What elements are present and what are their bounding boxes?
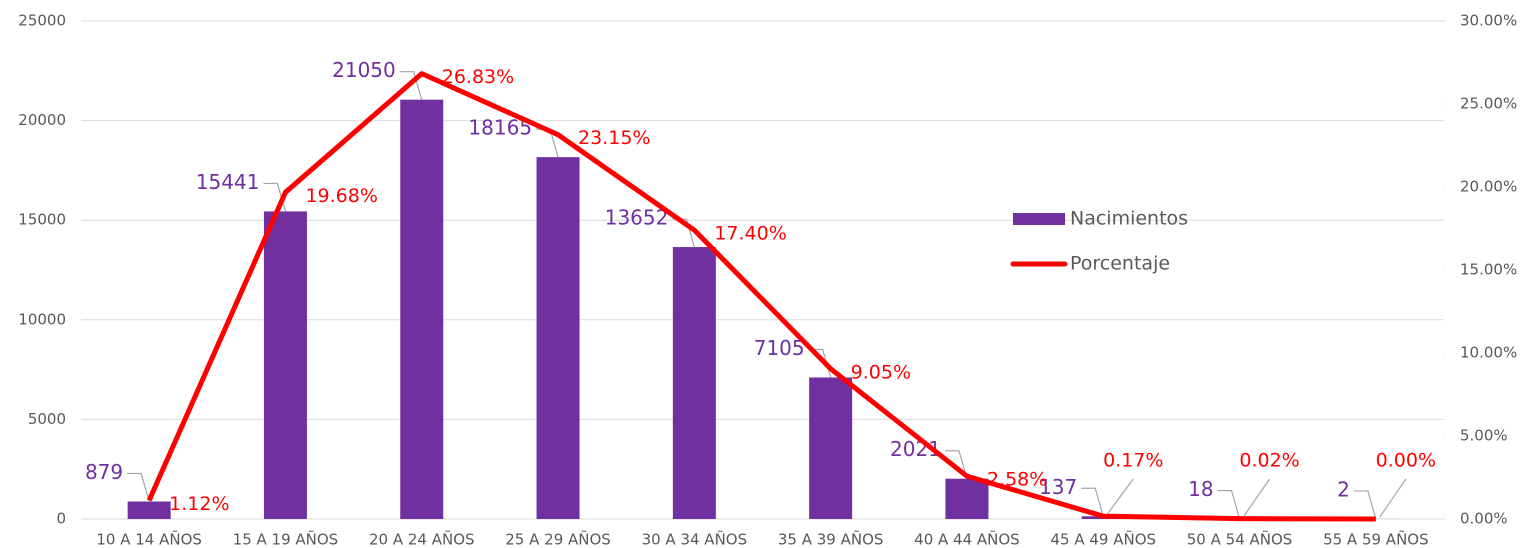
- x-tick-label: 40 A 44 AÑOS: [914, 530, 1020, 548]
- line-data-label: 19.68%: [305, 185, 377, 207]
- leader-line: [1243, 478, 1271, 518]
- bar-data-label: 2: [1337, 477, 1350, 501]
- bar-data-label: 13652: [605, 206, 669, 230]
- x-tick-label: 50 A 54 AÑOS: [1187, 530, 1293, 548]
- bar-data-label: 879: [85, 460, 123, 484]
- y2-tick-label: 25.00%: [1460, 95, 1517, 113]
- line-data-label: 23.15%: [578, 127, 650, 149]
- leader-line: [1217, 490, 1241, 519]
- bar: [945, 478, 989, 519]
- line-data-label: 2.58%: [987, 469, 1047, 491]
- y2-tick-label: 0.00%: [1460, 510, 1508, 528]
- y2-tick-label: 30.00%: [1460, 12, 1517, 30]
- line-data-label: 26.83%: [442, 66, 514, 88]
- bar: [400, 99, 444, 520]
- y-tick-label: 10000: [18, 310, 66, 328]
- leader-line: [127, 472, 150, 502]
- bar-data-label: 15441: [196, 170, 260, 194]
- y-tick-label: 5000: [28, 410, 66, 428]
- bar-data-label: 21050: [332, 58, 396, 82]
- bar: [263, 211, 307, 519]
- bar: [809, 377, 853, 519]
- leader-line: [1379, 478, 1407, 518]
- y-tick-label: 0: [56, 510, 66, 528]
- y2-tick-label: 15.00%: [1460, 261, 1517, 279]
- line-data-label: 0.02%: [1239, 450, 1299, 472]
- x-tick-label: 15 A 19 AÑOS: [233, 530, 339, 548]
- legend-swatch: [1013, 213, 1065, 225]
- y2-tick-label: 20.00%: [1460, 178, 1517, 196]
- bar: [127, 501, 171, 519]
- bar: [672, 247, 716, 519]
- y-tick-label: 20000: [18, 111, 66, 129]
- line-data-label: 9.05%: [851, 361, 911, 383]
- y2-tick-label: 5.00%: [1460, 427, 1508, 445]
- x-tick-label: 35 A 39 AÑOS: [778, 530, 884, 548]
- x-tick-label: 45 A 49 AÑOS: [1050, 530, 1156, 548]
- line-data-label: 17.40%: [714, 223, 786, 245]
- line-data-label: 0.17%: [1103, 450, 1163, 472]
- legend-label: Porcentaje: [1070, 253, 1170, 275]
- line: [146, 71, 1376, 522]
- line-data-label: 0.00%: [1376, 450, 1436, 472]
- leader-line: [944, 450, 968, 479]
- bar-data-label: 18: [1188, 477, 1213, 501]
- leader-line: [1081, 487, 1104, 517]
- y2-tick-label: 10.00%: [1460, 344, 1517, 362]
- line-data-label: 1.12%: [169, 493, 229, 515]
- bar-data-label: 137: [1039, 475, 1077, 499]
- x-tick-label: 55 A 59 AÑOS: [1323, 530, 1429, 548]
- leader-line: [1353, 490, 1377, 520]
- bar-data-label: 7105: [754, 336, 805, 360]
- bar: [536, 157, 580, 519]
- x-tick-label: 25 A 29 AÑOS: [505, 530, 611, 548]
- x-tick-label: 30 A 34 AÑOS: [642, 530, 748, 548]
- y-tick-label: 25000: [18, 12, 66, 30]
- legend-label: Nacimientos: [1070, 208, 1188, 230]
- y-tick-label: 15000: [18, 211, 66, 229]
- leader-line: [399, 71, 423, 100]
- x-tick-label: 10 A 14 AÑOS: [96, 530, 202, 548]
- leader-line: [1106, 478, 1134, 515]
- x-tick-label: 20 A 24 AÑOS: [369, 530, 475, 548]
